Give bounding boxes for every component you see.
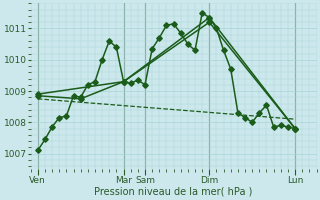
X-axis label: Pression niveau de la mer( hPa ): Pression niveau de la mer( hPa ) bbox=[94, 187, 253, 197]
